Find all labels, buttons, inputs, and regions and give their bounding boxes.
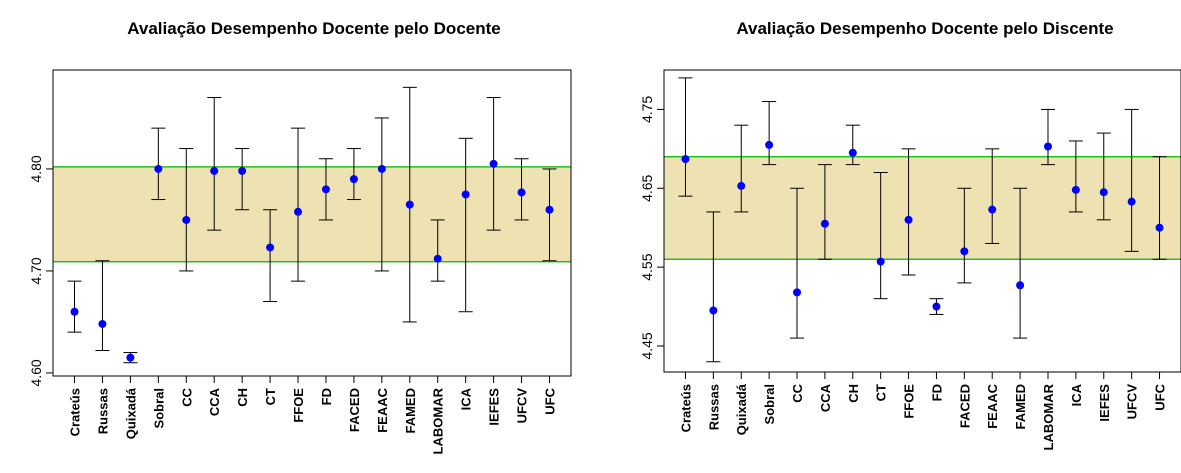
x-tick-label: FD	[929, 384, 944, 401]
data-point	[461, 190, 470, 199]
x-tick-label: FAMED	[403, 388, 418, 434]
x-tick-label: UFC	[1153, 383, 1168, 410]
x-tick-label: CH	[846, 384, 861, 403]
x-tick-label: Quixadá	[123, 387, 138, 439]
data-point	[126, 353, 135, 362]
data-point	[1127, 197, 1136, 206]
x-tick-label: CT	[263, 388, 278, 405]
y-tick-label: 4.65	[639, 174, 655, 201]
data-point	[1071, 185, 1080, 194]
x-tick-label: LABOMAR	[1041, 383, 1056, 450]
y-tick-label: 4.75	[639, 96, 655, 123]
x-tick-label: Russas	[706, 384, 721, 430]
x-tick-label: Crateús	[68, 388, 83, 436]
x-tick-label: FD	[319, 388, 334, 405]
plot-frame	[663, 69, 1181, 373]
data-point	[988, 205, 997, 214]
data-point	[793, 288, 802, 297]
chart-title: Avaliação Desempenho Docente pelo Discen…	[736, 19, 1113, 38]
data-point	[405, 200, 414, 209]
x-tick-label: FAMED	[1013, 384, 1028, 430]
y-tick-label: 4.70	[28, 257, 44, 284]
x-tick-label: UFCV	[1125, 384, 1140, 420]
x-tick-label: FACED	[957, 384, 972, 428]
x-tick-label: UFCV	[515, 388, 530, 424]
data-point	[1043, 142, 1052, 151]
data-point	[820, 219, 829, 228]
data-point	[765, 140, 774, 149]
x-tick-label: Quixadá	[734, 383, 749, 435]
x-tick-label: ICA	[459, 387, 474, 410]
data-point	[433, 254, 442, 263]
data-point	[737, 181, 746, 190]
chart-docente-pelo-docente: Avaliação Desempenho Docente pelo Docent…	[28, 19, 572, 454]
x-tick-label: CC	[179, 387, 194, 406]
data-point	[321, 185, 330, 194]
y-tick-label: 4.60	[28, 359, 44, 386]
x-tick-label: FEAAC	[985, 383, 1000, 428]
data-point	[960, 247, 969, 256]
x-tick-label: CC	[790, 383, 805, 402]
x-tick-label: IEFES	[487, 388, 502, 426]
x-tick-label: Sobral	[762, 384, 777, 424]
x-tick-label: CCA	[818, 383, 833, 412]
data-point	[210, 166, 219, 175]
x-tick-label: UFC	[542, 387, 557, 414]
x-tick-label: CT	[874, 384, 889, 401]
y-tick-label: 4.80	[28, 155, 44, 182]
x-tick-label: ICA	[1069, 383, 1084, 406]
data-point	[1099, 188, 1108, 197]
data-point	[1016, 281, 1025, 290]
data-point	[1155, 223, 1164, 232]
x-tick-label: FEAAC	[375, 387, 390, 432]
data-point	[70, 307, 79, 316]
data-point	[154, 164, 163, 173]
chart-docente-pelo-discente: Avaliação Desempenho Docente pelo Discen…	[639, 19, 1181, 450]
data-point	[876, 257, 885, 266]
data-point	[266, 243, 275, 252]
x-tick-label: Sobral	[151, 388, 166, 428]
x-tick-label: Crateús	[678, 384, 693, 432]
data-point	[377, 164, 386, 173]
data-point	[681, 155, 690, 164]
data-point	[294, 207, 303, 216]
mean-band	[664, 156, 1181, 260]
data-point	[182, 215, 191, 224]
data-point	[932, 302, 941, 311]
data-point	[848, 148, 857, 157]
x-tick-label: FFOE	[902, 384, 917, 419]
y-tick-label: 4.45	[639, 332, 655, 359]
data-point	[904, 215, 913, 224]
x-tick-label: CCA	[207, 387, 222, 416]
plot-frame	[52, 69, 572, 377]
x-tick-label: IEFES	[1097, 384, 1112, 422]
data-point	[349, 175, 358, 184]
data-point	[238, 166, 247, 175]
y-tick-label: 4.55	[639, 253, 655, 280]
x-tick-label: CH	[235, 388, 250, 407]
x-tick-label: Russas	[95, 388, 110, 434]
data-point	[709, 306, 718, 315]
data-point	[489, 159, 498, 168]
x-tick-label: FFOE	[291, 388, 306, 423]
chart-title: Avaliação Desempenho Docente pelo Docent…	[127, 19, 500, 38]
x-tick-label: FACED	[347, 388, 362, 432]
mean-band	[53, 166, 571, 262]
x-tick-label: LABOMAR	[431, 387, 446, 454]
data-point	[545, 205, 554, 214]
data-point	[517, 188, 526, 197]
data-point	[98, 319, 107, 328]
